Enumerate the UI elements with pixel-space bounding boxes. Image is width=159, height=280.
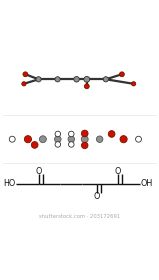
Circle shape xyxy=(103,77,108,82)
Text: O: O xyxy=(114,167,121,176)
Text: O: O xyxy=(35,167,42,176)
Text: O: O xyxy=(94,192,100,200)
Circle shape xyxy=(55,77,60,82)
Circle shape xyxy=(108,130,115,137)
Circle shape xyxy=(9,136,15,142)
Circle shape xyxy=(39,136,46,143)
Circle shape xyxy=(55,136,61,143)
Circle shape xyxy=(82,142,88,149)
Circle shape xyxy=(31,142,38,148)
Circle shape xyxy=(131,82,136,86)
Circle shape xyxy=(74,76,79,82)
Circle shape xyxy=(84,76,90,82)
Text: OH: OH xyxy=(140,179,152,188)
Circle shape xyxy=(22,82,26,86)
Circle shape xyxy=(81,130,88,137)
Circle shape xyxy=(81,136,88,143)
Text: HO: HO xyxy=(4,179,16,188)
Circle shape xyxy=(136,136,142,142)
Text: shutterstock.com · 203172691: shutterstock.com · 203172691 xyxy=(39,214,120,219)
Circle shape xyxy=(96,136,103,143)
Circle shape xyxy=(69,131,74,137)
Circle shape xyxy=(120,136,127,143)
Circle shape xyxy=(55,142,61,147)
Circle shape xyxy=(68,136,75,143)
Circle shape xyxy=(55,131,61,137)
Circle shape xyxy=(23,72,28,77)
Circle shape xyxy=(120,72,124,77)
Circle shape xyxy=(69,142,74,147)
Circle shape xyxy=(84,84,89,89)
Circle shape xyxy=(36,77,41,82)
Circle shape xyxy=(24,136,31,143)
